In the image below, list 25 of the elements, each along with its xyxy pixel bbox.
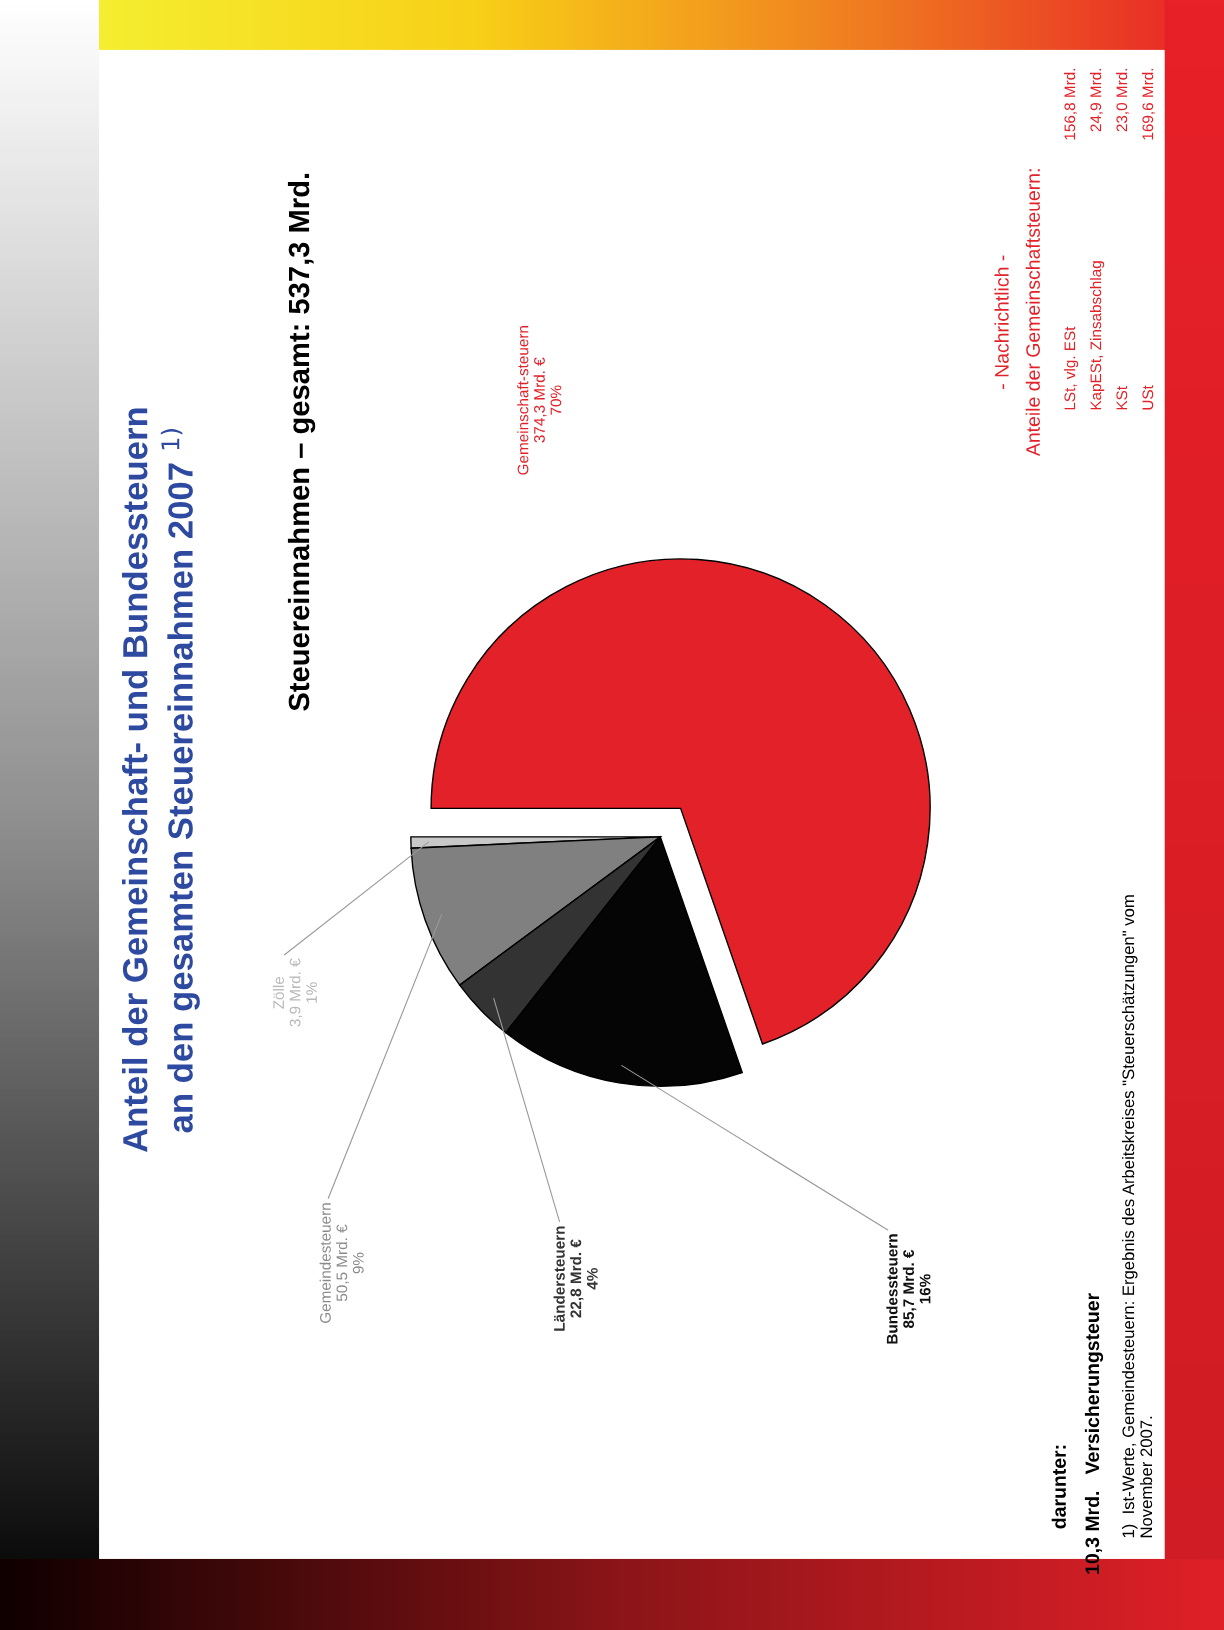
text: 23,0 Mrd. bbox=[1116, 68, 1130, 132]
data-label: 85,7 Mrd. € 16% bbox=[902, 1249, 931, 1329]
text: - Nachrichtlich - bbox=[994, 255, 1009, 389]
text: LSt, vlg. ESt bbox=[1064, 326, 1079, 410]
slice-label: Gemeindesteuern bbox=[319, 1203, 331, 1323]
text: 169,6 Mrd. bbox=[1142, 68, 1156, 140]
slice-label: Gemeinschaft-steuern bbox=[517, 326, 529, 475]
slice-label: Bundessteuern bbox=[886, 1234, 898, 1344]
slice-label: Zölle bbox=[272, 976, 285, 1009]
text: KSt bbox=[1116, 386, 1128, 410]
text: 10,3 Mrd. Versicherungsteuer bbox=[1084, 1293, 1104, 1574]
text: darunter: bbox=[1051, 1445, 1066, 1529]
slice-label: Ländersteuern bbox=[553, 1226, 565, 1331]
text: KapESt, Zinsabschlag bbox=[1090, 261, 1105, 410]
text: Anteile der Gemeinschaftsteuern: bbox=[1025, 169, 1040, 457]
text: 156,8 Mrd. bbox=[1064, 68, 1078, 140]
data-label: 374,3 Mrd. € 70% bbox=[533, 357, 562, 443]
text: Steuereinnahmen – gesamt: 537,3 Mrd. bbox=[287, 173, 316, 711]
data-label: 3,9 Mrd. € 1% bbox=[289, 958, 317, 1027]
data-label: 22,8 Mrd. € 4% bbox=[570, 1239, 598, 1318]
text: Anteil der Gemeinschaft- und Bundessteuern an den gesamten Steuereinnahmen 2007 $^{1)}$ bbox=[122, 408, 200, 1153]
data-label: 50,5 Mrd. € 9% bbox=[336, 1224, 364, 1302]
text: 1) Ist-Werte, Gemeindesteuern: Ergebnis des Arbeitskreises "Steuerschätzungen" vom November 2007. bbox=[1121, 895, 1153, 1538]
text: 24,9 Mrd. bbox=[1090, 68, 1104, 132]
text: USt bbox=[1142, 385, 1154, 410]
